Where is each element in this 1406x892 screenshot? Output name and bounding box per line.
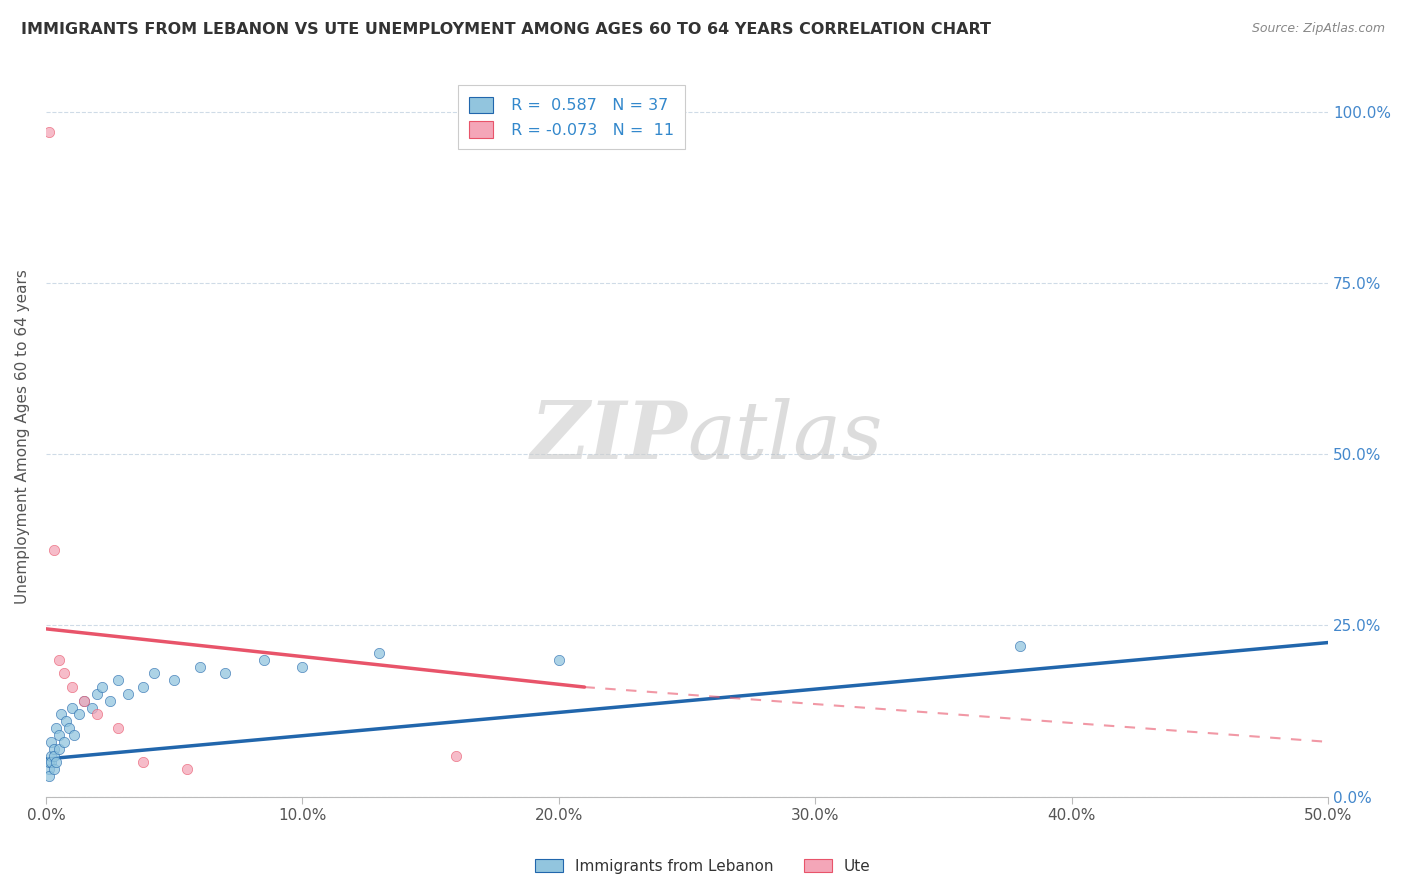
Point xyxy=(253,653,276,667)
Point xyxy=(86,687,108,701)
Point xyxy=(60,680,83,694)
Point xyxy=(39,748,62,763)
Point xyxy=(142,666,165,681)
Point xyxy=(86,707,108,722)
Point xyxy=(188,659,211,673)
Legend: Immigrants from Lebanon, Ute: Immigrants from Lebanon, Ute xyxy=(529,853,877,880)
Point xyxy=(55,714,77,729)
Point xyxy=(117,687,139,701)
Point xyxy=(48,741,70,756)
Point xyxy=(42,762,65,776)
Point xyxy=(45,721,67,735)
Point xyxy=(58,721,80,735)
Y-axis label: Unemployment Among Ages 60 to 64 years: Unemployment Among Ages 60 to 64 years xyxy=(15,269,30,605)
Point xyxy=(38,769,60,783)
Point xyxy=(38,125,60,139)
Point xyxy=(368,646,391,660)
Point xyxy=(52,666,75,681)
Point xyxy=(291,659,314,673)
Point xyxy=(73,694,96,708)
Point xyxy=(446,748,468,763)
Text: atlas: atlas xyxy=(688,399,883,475)
Point xyxy=(48,728,70,742)
Point xyxy=(214,666,236,681)
Point xyxy=(45,756,67,770)
Text: Source: ZipAtlas.com: Source: ZipAtlas.com xyxy=(1251,22,1385,36)
Point xyxy=(73,694,96,708)
Point xyxy=(1010,639,1032,653)
Point xyxy=(107,721,129,735)
Point xyxy=(52,735,75,749)
Point xyxy=(38,756,60,770)
Point xyxy=(67,707,90,722)
Point xyxy=(163,673,186,688)
Point xyxy=(98,694,121,708)
Point xyxy=(42,748,65,763)
Point xyxy=(107,673,129,688)
Point xyxy=(132,756,155,770)
Point xyxy=(63,728,86,742)
Text: ZIP: ZIP xyxy=(530,399,688,475)
Point xyxy=(60,700,83,714)
Point xyxy=(91,680,114,694)
Point xyxy=(176,762,198,776)
Point xyxy=(39,756,62,770)
Point xyxy=(82,700,104,714)
Point xyxy=(132,680,155,694)
Point xyxy=(38,762,60,776)
Point xyxy=(48,653,70,667)
Point xyxy=(51,707,73,722)
Point xyxy=(39,735,62,749)
Legend:  R =  0.587   N = 37,  R = -0.073   N =  11: R = 0.587 N = 37, R = -0.073 N = 11 xyxy=(458,86,685,149)
Text: IMMIGRANTS FROM LEBANON VS UTE UNEMPLOYMENT AMONG AGES 60 TO 64 YEARS CORRELATIO: IMMIGRANTS FROM LEBANON VS UTE UNEMPLOYM… xyxy=(21,22,991,37)
Point xyxy=(42,741,65,756)
Point xyxy=(547,653,569,667)
Point xyxy=(42,543,65,558)
